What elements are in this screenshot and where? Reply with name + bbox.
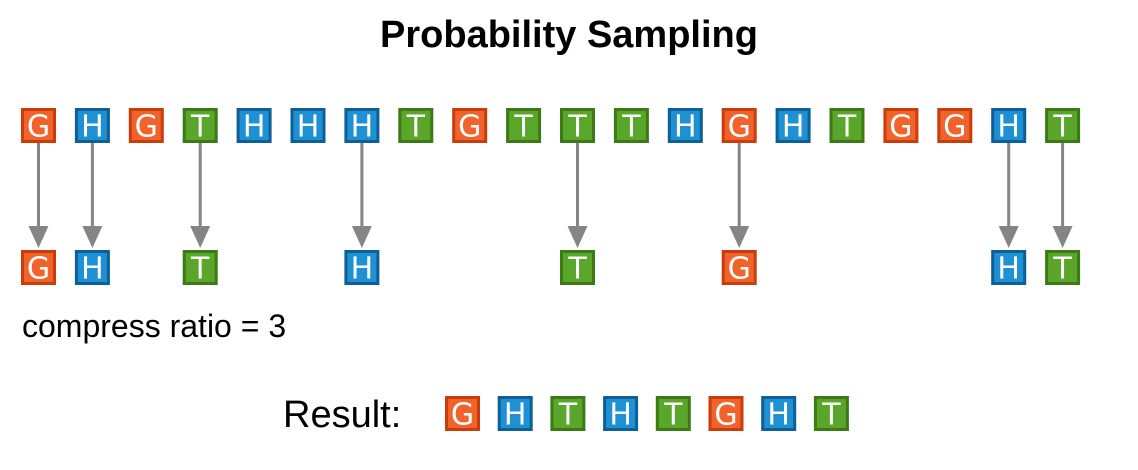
sequence-tile-15-letter: T xyxy=(837,110,857,145)
result-tile-3: H xyxy=(603,396,639,433)
sequence-tile-17: G xyxy=(937,108,973,145)
compress-ratio-label: compress ratio = 3 xyxy=(22,308,287,344)
sequence-tile-4-letter: H xyxy=(243,110,266,145)
sequence-tile-0-letter: G xyxy=(27,110,50,145)
sampled-tile-3: H xyxy=(344,250,380,287)
sequence-tile-9-letter: T xyxy=(513,110,533,145)
sample-arrow-1 xyxy=(82,143,103,248)
sequence-tile-6-letter: H xyxy=(351,110,374,145)
sequence-tile-7-letter: T xyxy=(406,110,426,145)
result-tile-1: H xyxy=(497,396,533,433)
sampled-tile-2-letter: T xyxy=(190,252,210,287)
sequence-tile-0: G xyxy=(21,108,56,145)
sequence-tile-10-letter: T xyxy=(567,110,587,145)
sequence-tile-18-letter: H xyxy=(997,110,1020,145)
sequence-tile-8-letter: G xyxy=(458,110,481,145)
sequence-tile-18: H xyxy=(991,108,1027,145)
sampled-tile-0-letter: G xyxy=(27,252,50,287)
sequence-tile-3-letter: T xyxy=(190,110,210,145)
result-tile-2-letter: T xyxy=(558,398,578,433)
sequence-tile-15: T xyxy=(829,108,865,145)
result-tile-6-letter: H xyxy=(767,398,790,433)
sequence-tile-16: G xyxy=(883,108,919,145)
sequence-tile-13: G xyxy=(721,108,757,145)
sequence-tile-3: T xyxy=(182,108,218,145)
sequence-tile-1-letter: H xyxy=(81,110,104,145)
result-tile-7: T xyxy=(813,396,849,433)
sample-arrow-3 xyxy=(351,143,372,248)
sampled-tile-5: G xyxy=(721,250,757,287)
sequence-tile-5-letter: H xyxy=(297,110,320,145)
sampled-tile-2: T xyxy=(182,250,218,287)
result-tile-3-letter: H xyxy=(609,398,632,433)
result-tile-7-letter: T xyxy=(821,398,841,433)
sampled-tile-4-letter: T xyxy=(567,252,587,287)
sampled-tile-7-letter: T xyxy=(1052,252,1072,287)
sequence-tile-11: T xyxy=(613,108,649,145)
sequence-tile-10: T xyxy=(560,108,595,145)
sequence-tile-19-letter: T xyxy=(1052,110,1072,145)
result-tile-2: T xyxy=(550,396,586,433)
sequence-tile-11-letter: T xyxy=(621,110,641,145)
sampled-tile-6: H xyxy=(991,250,1027,287)
sequence-tile-5: H xyxy=(290,108,326,145)
result-tile-6: H xyxy=(761,396,797,433)
sequence-tile-9: T xyxy=(506,108,542,145)
result-tile-0-letter: G xyxy=(451,398,474,433)
result-tile-4-letter: T xyxy=(663,398,683,433)
result-label: Result: xyxy=(283,394,402,436)
result-tile-0: G xyxy=(445,396,480,433)
sequence-tile-12: H xyxy=(667,108,703,145)
result-tile-5-letter: G xyxy=(714,398,737,433)
sample-arrow-7 xyxy=(1052,143,1073,248)
sequence-tile-8: G xyxy=(452,108,488,145)
sample-arrow-4 xyxy=(567,143,588,248)
sequence-tile-17-letter: G xyxy=(943,110,966,145)
sampled-tile-3-letter: H xyxy=(351,252,374,287)
sequence-tile-14-letter: H xyxy=(782,110,805,145)
sampled-tile-0: G xyxy=(21,250,56,287)
sampled-tile-7: T xyxy=(1045,250,1081,287)
sampled-tile-6-letter: H xyxy=(997,252,1020,287)
result-tile-5: G xyxy=(708,396,744,433)
sequence-tile-2-letter: G xyxy=(135,110,158,145)
sample-arrow-6 xyxy=(998,143,1019,248)
sample-arrow-2 xyxy=(190,143,211,248)
sampled-tile-4: T xyxy=(560,250,595,287)
sequence-tile-19: T xyxy=(1045,108,1081,145)
sequence-tile-2: G xyxy=(128,108,164,145)
sequence-tile-6: H xyxy=(344,108,380,145)
sequence-tile-1: H xyxy=(74,108,110,145)
sample-arrow-5 xyxy=(729,143,750,248)
result-tile-1-letter: H xyxy=(504,398,527,433)
sequence-tile-14: H xyxy=(775,108,811,145)
sequence-tile-4: H xyxy=(236,108,272,145)
sampled-tile-1: H xyxy=(74,250,110,287)
sampled-tile-1-letter: H xyxy=(81,252,104,287)
sequence-tile-16-letter: G xyxy=(889,110,912,145)
sequence-tile-13-letter: G xyxy=(728,110,751,145)
diagram-title: Probability Sampling xyxy=(380,14,758,56)
result-tile-4: T xyxy=(655,396,691,433)
sequence-tile-12-letter: H xyxy=(674,110,697,145)
sequence-tile-7: T xyxy=(398,108,434,145)
sampled-tile-5-letter: G xyxy=(728,252,751,287)
sample-arrow-0 xyxy=(28,143,49,248)
